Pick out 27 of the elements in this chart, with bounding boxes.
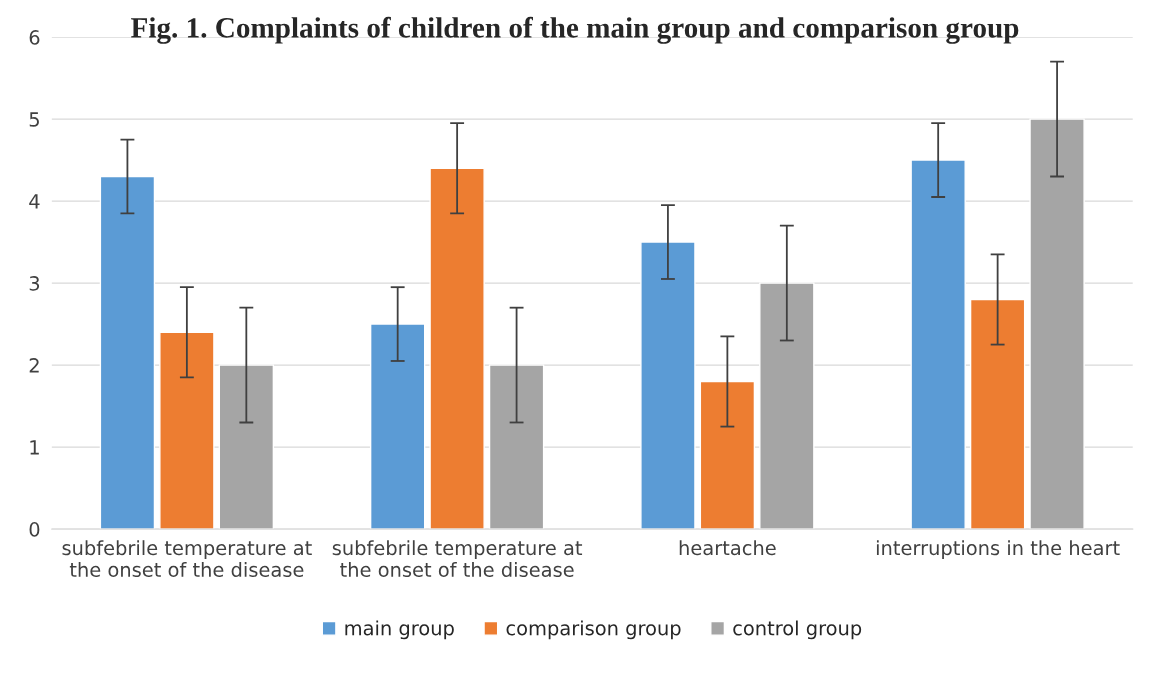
y-tick-label: 1 — [30, 440, 39, 455]
bar — [218, 364, 275, 530]
bar — [369, 323, 426, 530]
x-tick-label: heartache — [679, 540, 776, 556]
bar — [99, 175, 156, 530]
x-tick-label: interruptions in the heart — [876, 540, 1120, 560]
bar — [910, 159, 966, 530]
y-tick-label: 3 — [29, 276, 40, 291]
bar — [640, 241, 696, 530]
bar — [429, 167, 485, 530]
bar — [759, 282, 815, 530]
legend-label: control group — [733, 620, 862, 640]
y-tick-label: 5 — [29, 112, 39, 127]
y-tick-label: 0 — [29, 522, 40, 537]
bar — [969, 298, 1026, 530]
bar — [1029, 118, 1085, 530]
x-tick-label: subfebrile temperature at the onset of the disease — [62, 540, 312, 578]
bar — [488, 364, 545, 530]
legend-label: comparison group — [506, 620, 681, 640]
legend-label: main group — [345, 620, 454, 640]
y-tick-label: 4 — [29, 194, 40, 209]
y-tick-label: 6 — [29, 30, 40, 45]
y-tick-label: 2 — [29, 358, 39, 373]
chart-title: Fig. 1. Complaints of children of the main group and comparison group — [131, 16, 1019, 44]
bar — [699, 380, 756, 530]
x-tick-label: subfebrile temperature at the onset of the disease — [332, 540, 583, 578]
bar — [159, 331, 215, 530]
